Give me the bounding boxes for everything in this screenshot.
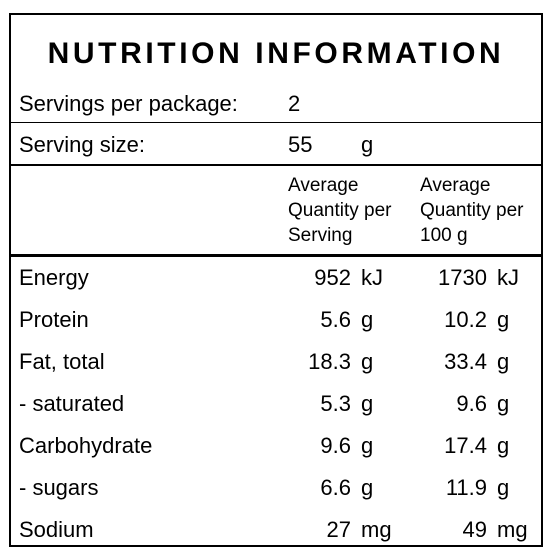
serving-unit: g bbox=[361, 349, 374, 374]
serving-amount: 5.3 bbox=[320, 391, 351, 416]
serving-size-unit: g bbox=[361, 132, 374, 157]
per100-amount: 1730 bbox=[438, 265, 487, 290]
header-per-100g: Average Quantity per 100 g bbox=[420, 175, 524, 246]
serving-unit: kJ bbox=[361, 265, 383, 290]
serving-amount: 27 bbox=[326, 517, 351, 542]
serving-amount: 5.6 bbox=[320, 307, 351, 332]
nutrient-name: Sodium bbox=[19, 517, 94, 542]
nutrient-name: Carbohydrate bbox=[19, 433, 153, 458]
per100-unit: mg bbox=[497, 517, 528, 542]
serving-amount: 952 bbox=[314, 265, 351, 290]
serving-amount: 6.6 bbox=[320, 475, 351, 500]
per100-amount: 10.2 bbox=[444, 307, 487, 332]
panel-title: NUTRITION INFORMATION bbox=[47, 37, 505, 70]
divider-thick bbox=[11, 254, 541, 257]
serving-unit: g bbox=[361, 307, 374, 332]
serving-size-label: Serving size: bbox=[19, 132, 145, 157]
serving-unit: mg bbox=[361, 517, 392, 542]
per100-unit: g bbox=[497, 433, 510, 458]
per100-unit: g bbox=[497, 391, 510, 416]
servings-value: 2 bbox=[288, 91, 301, 116]
header-per-serving: Average Quantity per Serving bbox=[288, 175, 392, 246]
serving-amount: 18.3 bbox=[308, 349, 351, 374]
divider-thin bbox=[11, 122, 541, 123]
per100-amount: 33.4 bbox=[444, 349, 487, 374]
per100-amount: 49 bbox=[462, 517, 487, 542]
per100-amount: 11.9 bbox=[445, 475, 487, 500]
serving-unit: g bbox=[361, 475, 374, 500]
nutrient-name: - sugars bbox=[19, 475, 99, 500]
serving-size-value: 55 bbox=[288, 132, 313, 157]
nutrition-panel: NUTRITION INFORMATION Servings per packa… bbox=[9, 13, 543, 547]
nutrient-name: Energy bbox=[19, 265, 89, 290]
nutrient-name: Fat, total bbox=[19, 349, 105, 374]
serving-unit: g bbox=[361, 391, 374, 416]
servings-label: Servings per package: bbox=[19, 91, 238, 116]
per100-unit: kJ bbox=[497, 265, 519, 290]
serving-unit: g bbox=[361, 433, 374, 458]
per100-amount: 9.6 bbox=[456, 391, 487, 416]
per100-unit: g bbox=[497, 475, 510, 500]
nutrient-name: Protein bbox=[19, 307, 89, 332]
per100-unit: g bbox=[497, 349, 510, 374]
serving-amount: 9.6 bbox=[320, 433, 351, 458]
per100-unit: g bbox=[497, 307, 510, 332]
divider-medium bbox=[11, 164, 541, 166]
nutrient-name: - saturated bbox=[19, 391, 125, 416]
per100-amount: 17.4 bbox=[444, 433, 487, 458]
